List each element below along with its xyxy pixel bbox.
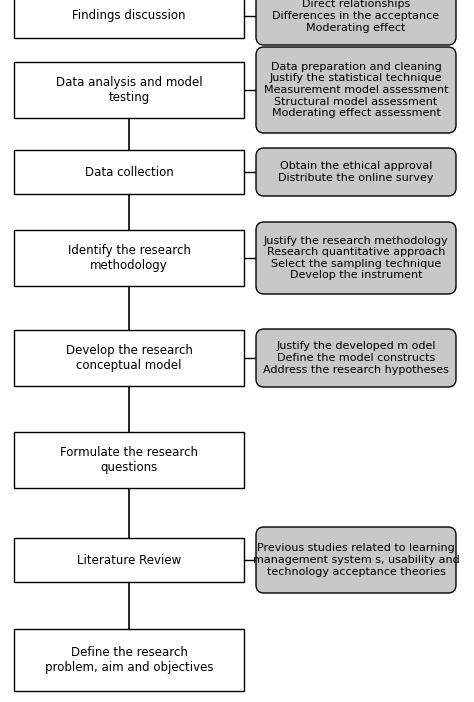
FancyBboxPatch shape bbox=[14, 538, 244, 582]
FancyBboxPatch shape bbox=[256, 222, 456, 294]
FancyBboxPatch shape bbox=[14, 150, 244, 194]
FancyBboxPatch shape bbox=[256, 148, 456, 196]
Text: Data analysis and model
testing: Data analysis and model testing bbox=[55, 76, 202, 104]
FancyBboxPatch shape bbox=[14, 62, 244, 118]
Text: Previous studies related to learning
management system s, usability and
technolo: Previous studies related to learning man… bbox=[253, 543, 459, 576]
Text: Formulate the research
questions: Formulate the research questions bbox=[60, 446, 198, 474]
Text: Literature Review: Literature Review bbox=[77, 553, 181, 567]
FancyBboxPatch shape bbox=[14, 0, 244, 38]
Text: Obtain the ethical approval
Distribute the online survey: Obtain the ethical approval Distribute t… bbox=[278, 161, 434, 183]
Text: Define the research
problem, aim and objectives: Define the research problem, aim and obj… bbox=[45, 646, 213, 674]
FancyBboxPatch shape bbox=[14, 330, 244, 386]
FancyBboxPatch shape bbox=[14, 230, 244, 286]
Text: Data collection: Data collection bbox=[85, 166, 173, 178]
FancyBboxPatch shape bbox=[256, 527, 456, 593]
Text: Justify the research methodology
Research quantitative approach
Select the sampl: Justify the research methodology Researc… bbox=[264, 236, 448, 280]
Text: Identify the research
methodology: Identify the research methodology bbox=[68, 244, 191, 272]
FancyBboxPatch shape bbox=[256, 0, 456, 45]
Text: Findings discussion: Findings discussion bbox=[72, 10, 186, 22]
Text: Data preparation and cleaning
Justify the statistical technique
Measurement mode: Data preparation and cleaning Justify th… bbox=[264, 62, 448, 118]
Text: Develop the research
conceptual model: Develop the research conceptual model bbox=[65, 344, 192, 372]
Text: Direct relationships
Differences in the acceptance
Moderating effect: Direct relationships Differences in the … bbox=[273, 0, 439, 32]
FancyBboxPatch shape bbox=[14, 629, 244, 691]
Text: Justify the developed m odel
Define the model constructs
Address the research hy: Justify the developed m odel Define the … bbox=[263, 341, 449, 375]
FancyBboxPatch shape bbox=[256, 47, 456, 133]
FancyBboxPatch shape bbox=[14, 432, 244, 488]
FancyBboxPatch shape bbox=[256, 329, 456, 387]
